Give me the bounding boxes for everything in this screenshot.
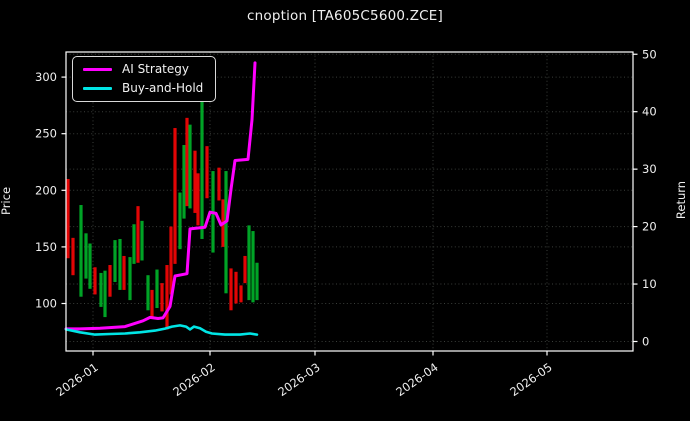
candle-up xyxy=(200,102,204,239)
candle-up xyxy=(224,171,228,294)
candle-down xyxy=(239,285,243,303)
price-tick-label: 300 xyxy=(35,70,57,84)
tick-marks xyxy=(61,53,638,356)
plot-border xyxy=(65,51,634,352)
return-tick-label: 10 xyxy=(642,277,657,291)
candle-down xyxy=(150,289,154,318)
price-tick-label: 250 xyxy=(35,127,57,141)
candle-down xyxy=(193,150,197,213)
buy-and-hold-line-swatch xyxy=(83,86,112,90)
price-tick-label: 200 xyxy=(35,183,57,197)
return-tick-label: 50 xyxy=(642,47,657,61)
candle-down xyxy=(165,265,169,330)
series-ai-strategy xyxy=(64,61,257,331)
candle-down xyxy=(71,237,75,276)
candle-down xyxy=(160,283,164,312)
x-tick-label: 2026-04 xyxy=(393,360,440,399)
candle-up xyxy=(88,243,92,289)
candle-down xyxy=(169,226,173,295)
x-tick-label: 2026-01 xyxy=(53,360,100,399)
legend-label: AI Strategy xyxy=(122,62,189,76)
candle-up xyxy=(251,231,255,303)
x-tick-label: 2026-05 xyxy=(507,360,554,399)
x-tick-label: 2026-03 xyxy=(275,360,322,399)
candle-down xyxy=(243,255,247,284)
price-tick-label: 100 xyxy=(35,297,57,311)
candle-up xyxy=(255,262,259,301)
return-tick-label: 30 xyxy=(642,162,657,176)
return-tick-label: 40 xyxy=(642,105,657,119)
legend: AI Strategy Buy-and-Hold xyxy=(72,56,217,102)
candle-down xyxy=(93,267,97,295)
ai-strategy-line-swatch xyxy=(83,67,112,71)
return-tick-label: 20 xyxy=(642,220,657,234)
candle-up xyxy=(79,205,83,297)
candle-up xyxy=(113,240,117,282)
candle-down xyxy=(173,128,177,264)
legend-label: Buy-and-Hold xyxy=(122,81,204,95)
candle-down xyxy=(122,255,126,290)
candle-up xyxy=(182,145,186,219)
legend-item-buy-and-hold: Buy-and-Hold xyxy=(83,81,203,95)
series-buy-and-hold xyxy=(64,324,259,336)
candle-up xyxy=(247,225,251,301)
candle-up xyxy=(132,224,136,264)
return-tick-label: 0 xyxy=(642,335,649,349)
candle-up xyxy=(84,233,88,279)
candle-up xyxy=(155,269,159,309)
candles-layer xyxy=(66,102,259,330)
candle-up xyxy=(188,124,192,209)
candle-down xyxy=(185,117,189,207)
candle-up xyxy=(140,220,144,261)
candle-down xyxy=(196,173,200,226)
candle-up xyxy=(99,272,103,307)
x-tick-label: 2026-02 xyxy=(170,360,217,399)
candle-up xyxy=(128,257,132,301)
chart-title: cnoption [TA605C5600.ZCE] xyxy=(247,8,443,24)
candle-down xyxy=(136,206,140,263)
candle-up xyxy=(178,192,182,250)
candle-down xyxy=(108,265,112,297)
candle-up xyxy=(103,270,107,318)
legend-item-ai-strategy: AI Strategy xyxy=(83,62,203,76)
candle-up xyxy=(146,275,150,311)
candle-down xyxy=(234,271,238,304)
candle-down xyxy=(217,167,221,201)
candle-down xyxy=(66,178,70,259)
candle-up xyxy=(118,238,122,290)
candle-down xyxy=(205,146,209,199)
price-tick-label: 150 xyxy=(35,240,57,254)
candle-down xyxy=(229,268,233,311)
